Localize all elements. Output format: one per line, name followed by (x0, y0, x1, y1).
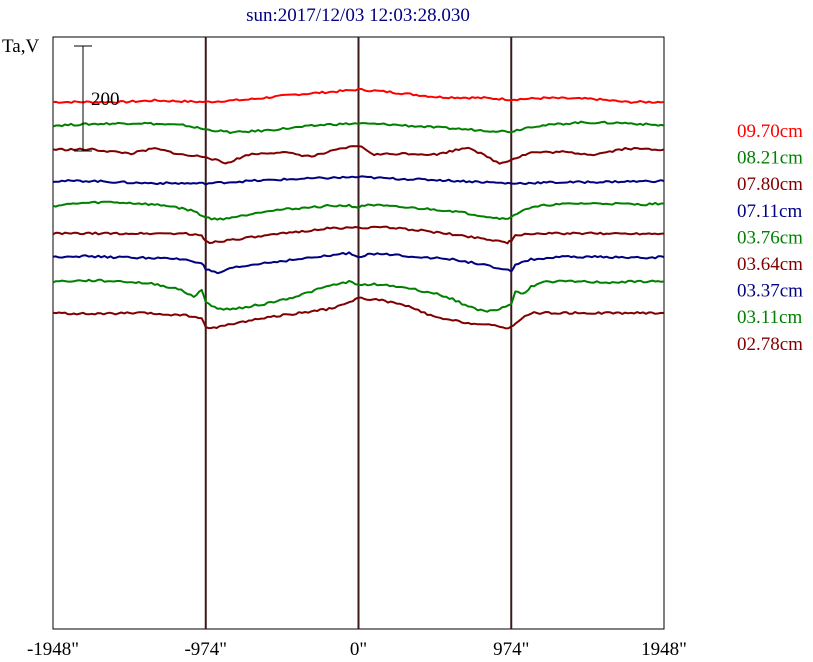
legend-entry-02.78cm: 02.78cm (737, 334, 803, 355)
legend-entry-03.64cm: 03.64cm (737, 254, 803, 275)
reference-lines (204, 37, 513, 629)
series-line-03.37cm (52, 251, 665, 275)
y-axis-label: Ta,V (2, 36, 39, 57)
chart-title: sun:2017/12/03 12:03:28.030 (246, 5, 470, 26)
series-line-03.76cm (52, 200, 664, 221)
legend-entry-07.11cm: 07.11cm (737, 201, 802, 222)
series-line-02.78cm (52, 296, 665, 330)
series-line-03.64cm (52, 225, 665, 245)
series-line-07.80cm (52, 145, 665, 165)
x-tick-label-1: -974" (184, 639, 227, 660)
legend: 09.70cm 08.21cm 07.80cm 07.11cm 03.76cm 03.64… (737, 121, 803, 355)
series-line-09.70cm (52, 87, 665, 104)
scale-bar: 200 (74, 45, 120, 152)
series-layer (52, 87, 665, 330)
legend-entry-07.80cm: 07.80cm (737, 174, 803, 195)
x-tick-label-0: -1948" (27, 639, 79, 660)
series-line-07.11cm (52, 175, 665, 186)
x-tick-label-3: 974" (493, 639, 529, 660)
legend-entry-03.76cm: 03.76cm (737, 227, 803, 248)
series-line-08.21cm (52, 120, 665, 134)
legend-entry-09.70cm: 09.70cm (737, 121, 803, 142)
legend-entry-03.11cm: 03.11cm (737, 307, 802, 328)
legend-entry-08.21cm: 08.21cm (737, 148, 803, 169)
x-tick-label-2: 0" (350, 639, 367, 660)
x-tick-labels: -1948" -974" 0" 974" 1948" (27, 639, 687, 660)
legend-entry-03.37cm: 03.37cm (737, 281, 803, 302)
series-line-03.11cm (52, 278, 665, 313)
x-tick-label-4: 1948" (641, 639, 687, 660)
scale-bar-label: 200 (91, 89, 120, 110)
